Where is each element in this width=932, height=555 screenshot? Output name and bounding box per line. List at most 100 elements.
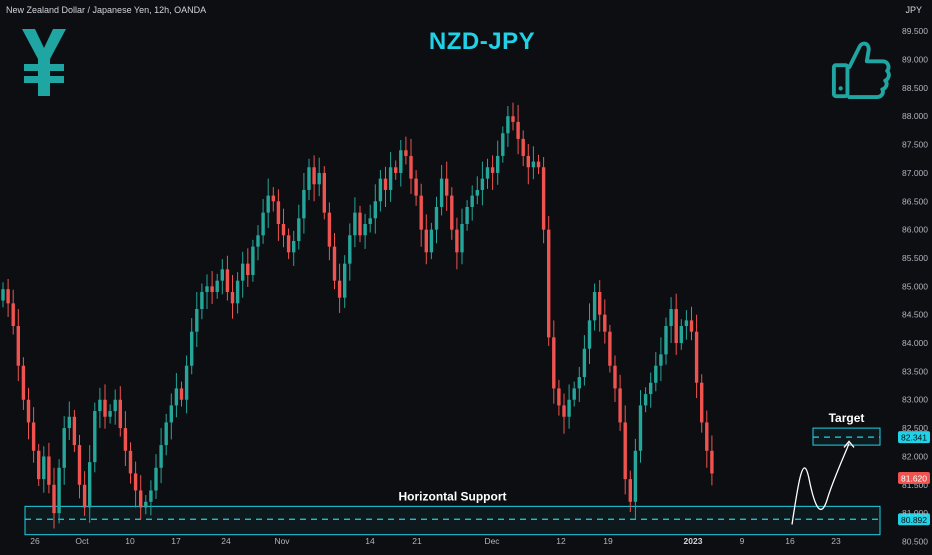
last-price-label: 81.620 [901, 473, 927, 483]
symbol-description: New Zealand Dollar / Japanese Yen, 12h, … [6, 5, 207, 15]
candle-body [623, 422, 627, 480]
candle-body [6, 289, 10, 304]
candle-body [337, 280, 342, 298]
y-tick-label: 85.500 [902, 253, 928, 263]
candle-body [404, 150, 408, 156]
x-tick-label: 17 [171, 536, 181, 546]
candle-body [618, 388, 622, 423]
y-tick-label: 87.000 [902, 168, 928, 178]
candle-body [373, 201, 377, 219]
candle-body [582, 348, 587, 378]
candle-body [128, 450, 133, 474]
candle-body [230, 292, 235, 304]
candle-body [62, 428, 66, 468]
candle-body [485, 167, 490, 179]
candle-body [378, 178, 383, 202]
candle-body [674, 309, 678, 344]
candle-body [368, 218, 372, 224]
y-tick-label: 86.000 [902, 225, 928, 235]
candle-body [577, 377, 581, 389]
candle-body [343, 263, 347, 298]
x-tick-label: 21 [412, 536, 422, 546]
horizontal-support-label: Horizontal Support [399, 489, 507, 503]
candle-body [261, 212, 265, 236]
y-tick-label: 85.000 [902, 281, 928, 291]
candle-body [184, 365, 189, 400]
candle-body [501, 133, 505, 156]
candle-body [210, 286, 214, 293]
candle-body [312, 167, 316, 185]
candle-body [195, 309, 199, 332]
candle-body [200, 292, 204, 310]
candle-body [669, 309, 673, 327]
candle-body [465, 206, 469, 224]
candle-body [215, 280, 219, 293]
candle-body [363, 223, 367, 236]
y-tick-label: 88.000 [902, 111, 928, 121]
candle-body [246, 263, 250, 275]
candle-body [225, 269, 230, 293]
candle-body [108, 411, 112, 417]
candle-body [429, 229, 434, 253]
candle-body [424, 229, 428, 253]
x-tick-label: 19 [603, 536, 613, 546]
candle-body [205, 286, 209, 293]
candle-body [399, 150, 403, 173]
candle-body [460, 223, 464, 253]
arrow-head [843, 440, 855, 448]
x-tick-label: 14 [365, 536, 375, 546]
y-tick-label: 80.500 [902, 536, 928, 546]
candle-body [353, 212, 357, 236]
candle-body [521, 138, 525, 156]
chart-title: NZD-JPY [428, 28, 536, 55]
x-tick-label: 9 [740, 536, 745, 546]
x-tick-label: 16 [785, 536, 795, 546]
candle-body [190, 331, 194, 366]
candle-body [439, 178, 444, 207]
candle-body [1, 289, 5, 301]
candle-body [179, 388, 184, 400]
candle-body [42, 456, 46, 480]
candle-body [633, 450, 638, 502]
candle-body [72, 416, 77, 446]
candle-body [388, 167, 393, 190]
candle-body [144, 501, 148, 508]
candle-body [480, 178, 485, 190]
candle-body [536, 161, 541, 168]
x-tick-label: Nov [274, 536, 290, 546]
candle-body [705, 422, 709, 451]
candle-body [694, 331, 699, 383]
candle-body [450, 195, 454, 230]
candle-body [445, 178, 449, 196]
candle-body [664, 326, 668, 355]
candle-body [470, 195, 474, 207]
target-price-label: 82.341 [901, 433, 927, 443]
candle-body [649, 382, 653, 395]
candle-body [47, 456, 51, 485]
candle-body [31, 422, 36, 451]
x-tick-label: 10 [125, 536, 135, 546]
candle-body [567, 399, 571, 417]
candle-body [511, 116, 515, 122]
candle-body [332, 246, 337, 281]
horizontal-support-price-label: 80.892 [901, 515, 927, 525]
x-tick-label: Oct [75, 536, 89, 546]
projected-path [791, 443, 850, 525]
candle-body [21, 365, 26, 400]
horizontal-support-zone [24, 505, 881, 536]
candle-body [307, 167, 311, 190]
candle-body [383, 178, 388, 190]
candle-body [149, 490, 153, 502]
x-tick-label: 26 [30, 536, 40, 546]
y-tick-label: 81.000 [902, 508, 928, 518]
horizontal-support-price-tag [898, 513, 930, 526]
y-tick-label: 82.500 [902, 423, 928, 433]
candle-body [552, 337, 556, 389]
currency-unit: JPY [905, 5, 922, 15]
y-tick-label: 89.000 [902, 55, 928, 65]
candle-body [327, 212, 332, 247]
candle-body [613, 365, 617, 389]
candle-body [235, 280, 240, 304]
